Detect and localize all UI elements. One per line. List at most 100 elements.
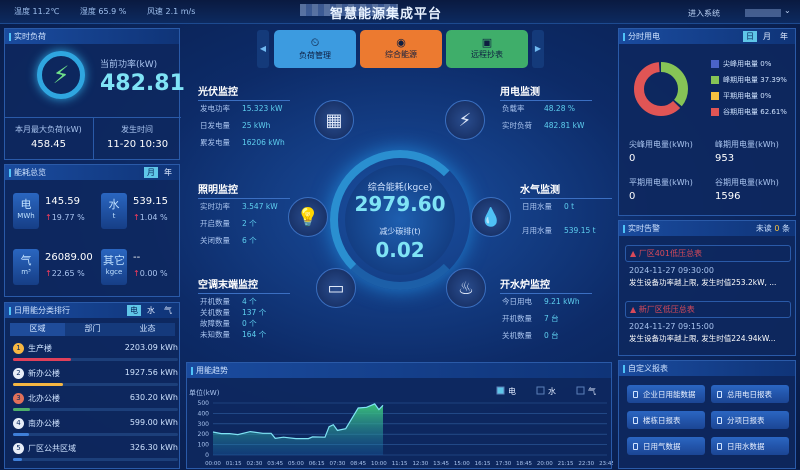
alarm-icon: ▲ xyxy=(630,305,637,314)
legend-toggle xyxy=(536,386,545,395)
subtab-business[interactable]: 业态 xyxy=(139,324,156,333)
x-tick-label: 23:45 xyxy=(599,461,613,467)
legend-toggle xyxy=(576,386,585,395)
overview-item: 其它 kgce -- ↑0.00 % xyxy=(101,249,186,289)
document-icon xyxy=(633,442,638,450)
report-button[interactable]: 分项日报表 xyxy=(711,411,789,429)
nav-button[interactable]: ▣ 远程抄表 xyxy=(446,30,528,68)
document-icon xyxy=(717,416,722,424)
overview-change: ↑0.00 % xyxy=(133,269,168,278)
overview-value: 539.15 xyxy=(133,196,168,207)
alarm-item[interactable]: ▲ 厂区401低压总表 2024-11-27 09:30:00 发生设备功率越上… xyxy=(625,245,791,288)
x-tick-label: 22:30 xyxy=(578,461,594,467)
subtab-department[interactable]: 部门 xyxy=(84,324,101,333)
nav-prev-button[interactable]: ◀ xyxy=(257,30,269,68)
tab-year[interactable]: 年 xyxy=(164,168,172,177)
tab-electric[interactable]: 电 xyxy=(127,305,141,316)
total-energy-value: 2979.60 xyxy=(354,192,446,216)
wind-speed: 风速 2.1 m/s xyxy=(146,7,196,16)
rank-badge: 2 xyxy=(13,368,24,379)
ranking-row: 3 北办公楼 630.20 kWh xyxy=(13,393,178,411)
rank-badge: 1 xyxy=(13,343,24,354)
current-power-label: 当前功率(kW) xyxy=(100,60,158,70)
report-button[interactable]: 楼栋日报表 xyxy=(627,411,705,429)
center-ring xyxy=(330,150,470,290)
energy-trend-panel: 用能趋势 单位(kW) 0 100 200 300 400 500 00:00 01:15 02:… xyxy=(186,362,613,469)
power-stat: 实时负荷 482.81 kW xyxy=(502,121,585,130)
ranking-progress-bar xyxy=(13,458,178,461)
tab-gas[interactable]: 气 xyxy=(164,306,172,315)
rank-badge: 3 xyxy=(13,393,24,404)
user-menu[interactable] xyxy=(745,9,781,17)
panel-title: 日用能分类排行 xyxy=(14,306,70,315)
pv-stat: 累发电量 16206 kWh xyxy=(200,138,285,147)
overview-value: 145.59 xyxy=(45,196,80,207)
arrow-up-icon: ↑ xyxy=(45,269,52,278)
chevron-down-icon[interactable]: ⌄ xyxy=(784,6,791,15)
boiler-stat: 今日用电 9.21 kWh xyxy=(502,297,580,306)
report-button[interactable]: 企业日用能数据 xyxy=(627,385,705,403)
water-boiler-icon: ♨ xyxy=(446,268,486,308)
panel-title: 实时告警 xyxy=(628,224,660,233)
report-button[interactable]: 总用电日报表 xyxy=(711,385,789,403)
series-area xyxy=(213,403,384,455)
ranking-progress-bar xyxy=(13,433,178,436)
daily-ranking-panel: 日用能分类排行 电水气 区域 部门 业态 1 生产楼 2203.09 kWh 2 新办… xyxy=(4,302,180,469)
page-title: 智慧能源集成平台 xyxy=(330,7,443,22)
report-button[interactable]: 日用水数据 xyxy=(711,437,789,455)
boiler-stat: 关机数量 0 台 xyxy=(502,331,559,340)
document-icon xyxy=(633,390,638,398)
x-tick-label: 13:45 xyxy=(433,461,449,467)
water-stat: 月用水量 539.15 t xyxy=(522,226,596,235)
nav-button[interactable]: ◉ 综合能源 xyxy=(360,30,442,68)
nav-next-button[interactable]: ▶ xyxy=(532,30,544,68)
alarm-item[interactable]: ▲ 新厂区低压总表 2024-11-27 09:15:00 发生设备功率越上限,… xyxy=(625,301,791,344)
ranking-value: 1927.56 kWh xyxy=(124,368,178,377)
lighting-stat: 开启数量 2 个 xyxy=(200,219,257,228)
legend-item: 尖峰用电量 0% xyxy=(711,59,771,69)
ranking-row: 4 南办公楼 599.00 kWh xyxy=(13,418,178,436)
custom-report-panel: 自定义报表 企业日用能数据 总用电日报表 楼栋日报表 分项日报表 日用气数据 日用水数据 xyxy=(618,360,796,469)
tab-day[interactable]: 日 xyxy=(743,31,757,42)
x-tick-label: 21:15 xyxy=(558,461,574,467)
report-button[interactable]: 日用气数据 xyxy=(627,437,705,455)
overview-value: 26089.00 xyxy=(45,252,93,263)
lighting-section-title: 照明监控 xyxy=(198,181,290,199)
current-power-value: 482.81 xyxy=(100,71,185,96)
x-tick-label: 08:45 xyxy=(350,461,366,467)
overview-change: ↑22.65 % xyxy=(45,269,85,278)
subtab-region[interactable]: 区域 xyxy=(10,323,65,336)
x-tick-label: 18:45 xyxy=(516,461,532,467)
tou-stat: 谷期用电量(kWh) 1596 xyxy=(715,178,779,202)
legend-label: 电 xyxy=(508,386,516,396)
x-tick-label: 01:15 xyxy=(226,461,242,467)
legend-item: 峰期用电量 37.39% xyxy=(711,75,787,85)
enter-system-link[interactable]: 进入系统 xyxy=(688,9,720,18)
ranking-progress-bar xyxy=(13,358,178,361)
ranking-name: 生产楼 xyxy=(28,344,52,353)
y-tick-label: 0 xyxy=(205,452,209,459)
tab-month[interactable]: 月 xyxy=(144,167,158,178)
x-tick-label: 03:45 xyxy=(267,461,283,467)
series-line xyxy=(212,403,384,440)
x-tick-label: 12:30 xyxy=(412,461,428,467)
arrow-up-icon: ↑ xyxy=(133,213,140,222)
ranking-progress-bar xyxy=(13,383,178,386)
realtime-load-panel: 实时负荷 ⚡ 当前功率(kW) 482.81 本月最大负荷(kW) 458.45… xyxy=(4,28,185,160)
tab-month[interactable]: 月 xyxy=(763,32,771,41)
nav-button[interactable]: ⏲ 负荷管理 xyxy=(274,30,356,68)
temperature: 温度 11.2℃ xyxy=(14,7,60,16)
panel-title: 能耗总览 xyxy=(14,168,46,177)
occur-time-label: 发生时间 xyxy=(121,125,153,134)
lightning-icon: ⚡ xyxy=(445,100,485,140)
overview-change: ↑1.04 % xyxy=(133,213,168,222)
tab-year[interactable]: 年 xyxy=(780,32,788,41)
category-card: 电 MWh xyxy=(13,193,39,229)
ranking-row: 2 新办公楼 1927.56 kWh xyxy=(13,368,178,386)
ranking-value: 2203.09 kWh xyxy=(124,343,178,352)
ranking-value: 630.20 kWh xyxy=(129,393,178,402)
arrow-up-icon: ↑ xyxy=(133,269,140,278)
document-icon xyxy=(633,416,638,424)
tab-water[interactable]: 水 xyxy=(147,306,155,315)
